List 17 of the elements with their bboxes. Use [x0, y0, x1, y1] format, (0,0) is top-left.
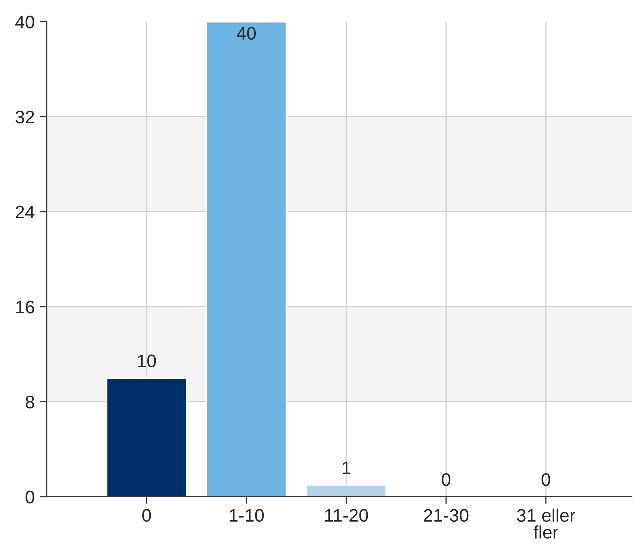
- data-label: 0: [542, 474, 550, 486]
- data-label: 10: [138, 354, 156, 368]
- y-tick-label: 16: [16, 300, 34, 314]
- x-tick-label: 31 eller fler: [517, 508, 576, 539]
- x-tick-label: 1-10: [230, 509, 264, 522]
- bar: [306, 484, 388, 497]
- x-tick-label: 0: [142, 509, 152, 522]
- y-tick-label: 24: [16, 206, 35, 219]
- y-tick-label: 40: [16, 16, 34, 29]
- y-tick-label: 0: [26, 490, 34, 504]
- x-tick-label: 21-30: [424, 509, 469, 522]
- data-label: 40: [237, 27, 256, 40]
- y-tick-label: 32: [16, 110, 34, 124]
- data-label: 0: [442, 474, 451, 486]
- data-label: 1: [342, 462, 351, 474]
- y-tick-label: 8: [26, 396, 34, 409]
- x-tick-label: 11-20: [325, 509, 368, 522]
